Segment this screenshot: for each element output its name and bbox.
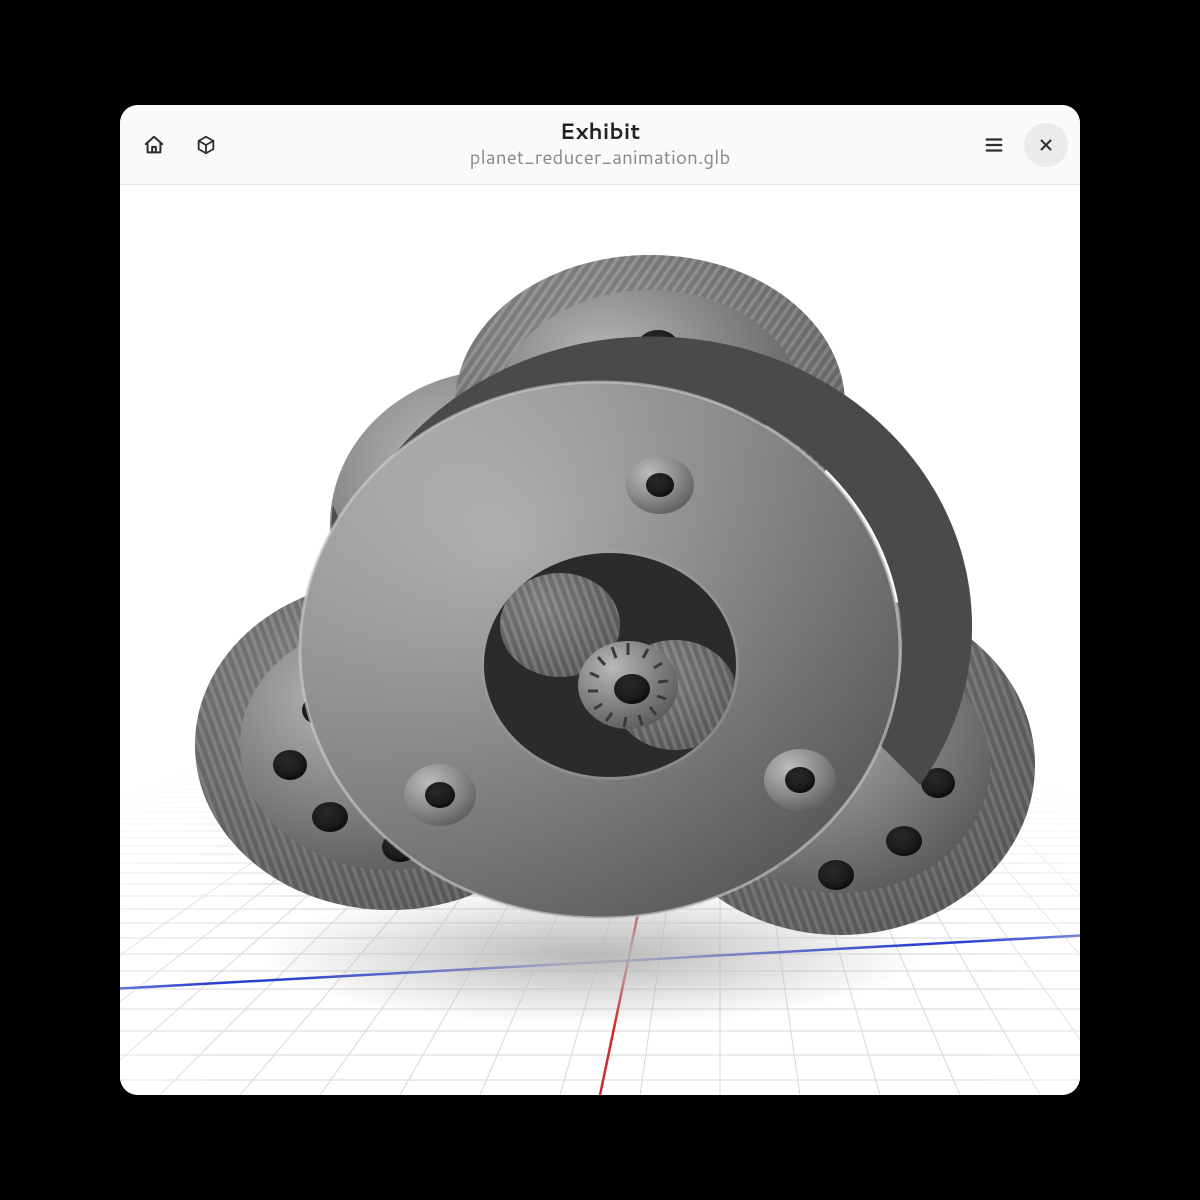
viewport-3d[interactable] [120, 185, 1080, 1095]
titlebar-left [132, 123, 302, 167]
view-3d-button[interactable] [184, 123, 228, 167]
titlebar: Exhibit planet_reducer_animation.glb [120, 105, 1080, 185]
cube-3d-icon [195, 134, 217, 156]
hamburger-icon [983, 134, 1005, 156]
home-button[interactable] [132, 123, 176, 167]
app-title: Exhibit [302, 119, 898, 145]
app-window: Exhibit planet_reducer_animation.glb [120, 105, 1080, 1095]
scene-render [120, 185, 1080, 1095]
model-planetary-gear [195, 255, 1035, 935]
titlebar-center: Exhibit planet_reducer_animation.glb [302, 119, 898, 170]
home-icon [143, 134, 165, 156]
titlebar-right [898, 123, 1068, 167]
menu-button[interactable] [972, 123, 1016, 167]
close-icon [1037, 136, 1055, 154]
open-filename: planet_reducer_animation.glb [302, 147, 898, 170]
close-button[interactable] [1024, 123, 1068, 167]
